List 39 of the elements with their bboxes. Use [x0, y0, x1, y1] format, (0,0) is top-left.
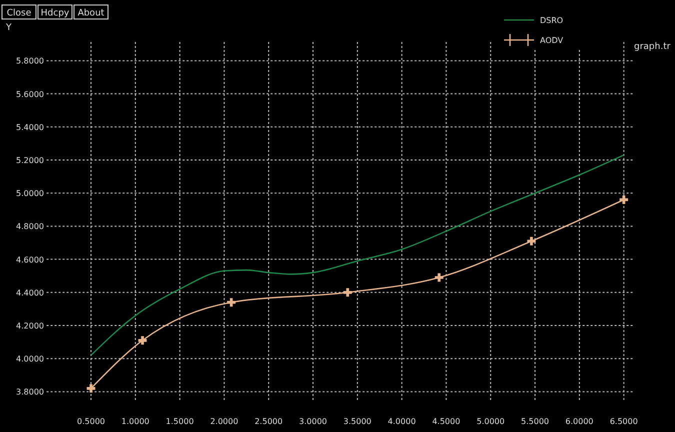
x-tick-label: 1.0000 [121, 417, 150, 426]
x-tick-label: 1.5000 [166, 417, 194, 426]
text: Close [6, 8, 32, 18]
x-tick-label: 0.5000 [77, 417, 105, 426]
y-tick-label: 4.8000 [16, 222, 44, 232]
y-tick-label: 5.0000 [16, 189, 44, 198]
legend-label: AODV [540, 36, 564, 45]
text: About [78, 8, 105, 18]
point [343, 288, 352, 297]
point [227, 298, 236, 307]
y-tick-label: 5.6000 [16, 90, 44, 99]
y-tick-label: 3.8000 [16, 388, 44, 397]
x-tick-label: 6.5000 [610, 417, 638, 426]
y-tick-label: 4.0000 [16, 354, 44, 364]
x-tick-label: 3.0000 [299, 417, 328, 426]
point [434, 273, 444, 282]
y-tick-label: 4.2000 [16, 322, 44, 331]
point [138, 336, 147, 345]
point [527, 236, 536, 246]
y-tick-label: 5.8000 [16, 56, 44, 66]
x-tick-label: 4.0000 [388, 417, 416, 426]
y-tick-label: 5.2000 [16, 156, 44, 165]
line-series [90, 154, 624, 356]
legend-label: DSRO [540, 16, 564, 25]
x-tick-label: 4.5000 [432, 417, 460, 426]
x-tick-label: 5.0000 [476, 417, 505, 426]
x-tick-label: 2.0000 [210, 417, 238, 426]
point [620, 195, 628, 204]
x-tick-label: 6.0000 [565, 417, 594, 426]
x-tick-label: 2.5000 [254, 417, 283, 426]
y-axis-title: Y [5, 23, 12, 33]
point [86, 384, 96, 393]
text: Hdcpy [40, 8, 70, 18]
x-tick-label: 3.5000 [343, 417, 372, 426]
x-tick-label: 5.5000 [521, 417, 550, 426]
y-tick-label: 4.6000 [16, 255, 44, 264]
x-axis-title: graph.tr [634, 42, 671, 52]
y-tick-label: 4.4000 [16, 288, 44, 298]
y-tick-label: 5.4000 [16, 122, 44, 132]
